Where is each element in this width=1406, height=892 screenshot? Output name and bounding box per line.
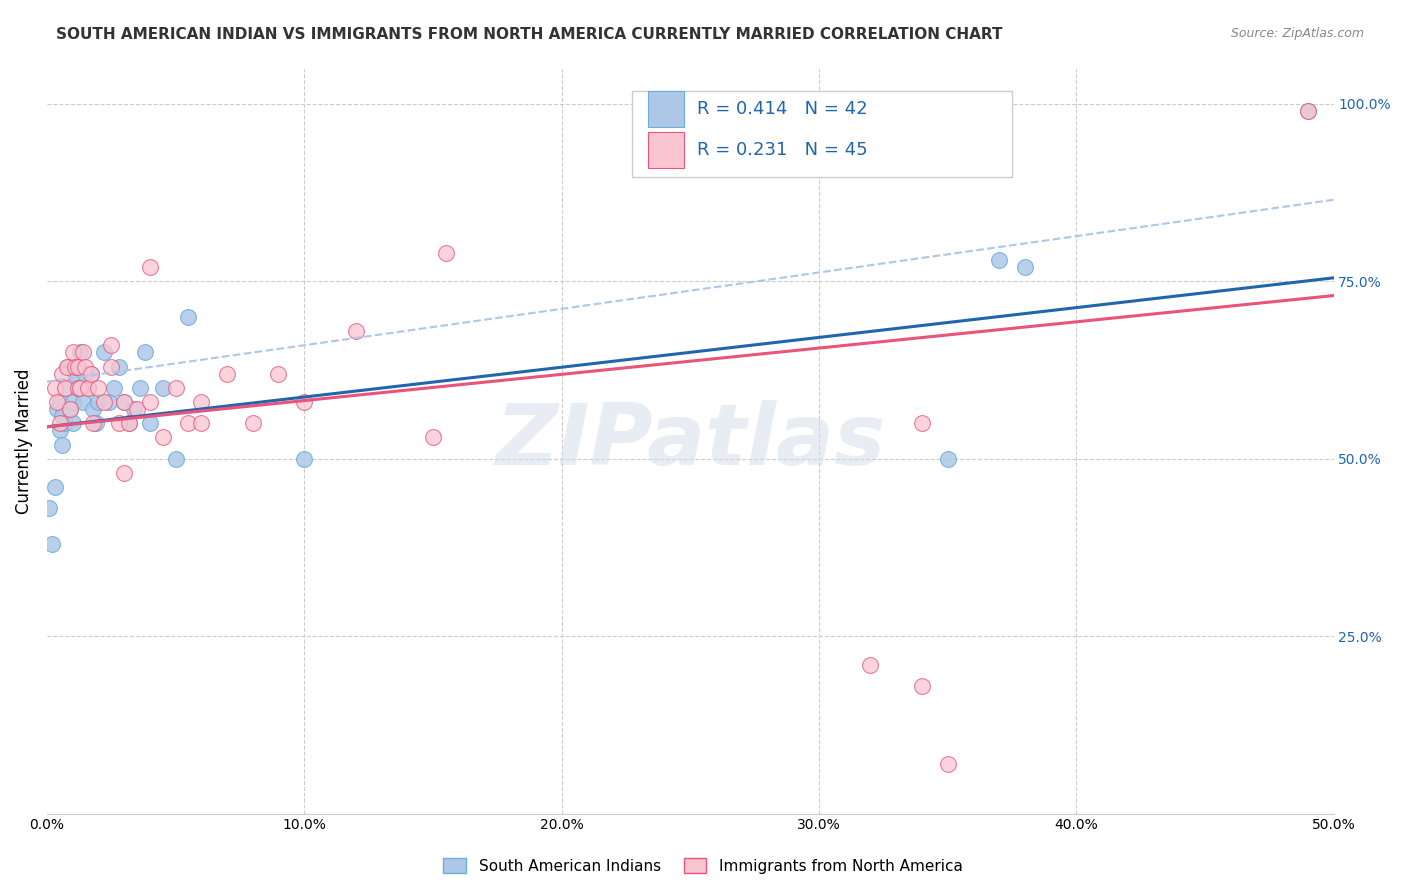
Point xyxy=(69,345,91,359)
Point xyxy=(38,501,60,516)
Point xyxy=(988,253,1011,268)
Legend: South American Indians, Immigrants from North America: South American Indians, Immigrants from … xyxy=(437,852,969,880)
Point xyxy=(51,409,73,424)
Point xyxy=(344,324,367,338)
Point xyxy=(53,417,76,431)
Point xyxy=(66,359,89,374)
Point xyxy=(215,367,238,381)
Point xyxy=(422,430,444,444)
Point xyxy=(53,381,76,395)
Point xyxy=(59,402,82,417)
Point xyxy=(112,466,135,480)
Point xyxy=(63,359,86,374)
Point xyxy=(66,381,89,395)
Point xyxy=(108,359,131,374)
Point xyxy=(139,417,162,431)
Text: R = 0.414   N = 42: R = 0.414 N = 42 xyxy=(696,100,868,118)
Point xyxy=(75,367,97,381)
Point xyxy=(49,417,72,431)
Point xyxy=(152,381,174,395)
Point xyxy=(118,417,141,431)
Point xyxy=(62,345,84,359)
Point xyxy=(267,367,290,381)
Point xyxy=(100,338,122,352)
Point xyxy=(69,381,91,395)
Point xyxy=(97,395,120,409)
Point xyxy=(77,381,100,395)
Point xyxy=(177,417,200,431)
Point xyxy=(62,417,84,431)
Point xyxy=(59,402,82,417)
Text: SOUTH AMERICAN INDIAN VS IMMIGRANTS FROM NORTH AMERICA CURRENTLY MARRIED CORRELA: SOUTH AMERICAN INDIAN VS IMMIGRANTS FROM… xyxy=(56,27,1002,42)
Point xyxy=(177,310,200,324)
Point xyxy=(44,480,66,494)
Point xyxy=(82,402,104,417)
Point xyxy=(46,395,69,409)
Point xyxy=(165,451,187,466)
Point xyxy=(292,395,315,409)
Point xyxy=(190,417,212,431)
Point xyxy=(93,395,115,409)
Point xyxy=(859,657,882,672)
Point xyxy=(118,417,141,431)
Point xyxy=(56,359,79,374)
Point xyxy=(134,345,156,359)
Point xyxy=(46,402,69,417)
Bar xyxy=(648,132,683,168)
Point xyxy=(82,417,104,431)
Point xyxy=(93,345,115,359)
Point xyxy=(87,395,110,409)
Point xyxy=(72,345,94,359)
Point xyxy=(1296,104,1319,119)
Text: R = 0.231   N = 45: R = 0.231 N = 45 xyxy=(696,141,868,159)
Text: ZIPatlas: ZIPatlas xyxy=(495,400,886,483)
Point xyxy=(125,402,148,417)
Point xyxy=(292,451,315,466)
Point xyxy=(75,359,97,374)
Point xyxy=(72,395,94,409)
Point xyxy=(936,756,959,771)
Point xyxy=(139,260,162,275)
Point xyxy=(84,417,107,431)
Point xyxy=(152,430,174,444)
Point xyxy=(100,359,122,374)
Point xyxy=(62,395,84,409)
Point xyxy=(911,417,934,431)
Point xyxy=(1296,104,1319,119)
Point xyxy=(66,381,89,395)
Point xyxy=(1014,260,1036,275)
Point xyxy=(49,423,72,437)
Point xyxy=(242,417,264,431)
Point xyxy=(51,367,73,381)
Point xyxy=(112,395,135,409)
Point xyxy=(112,395,135,409)
Point xyxy=(79,367,101,381)
Point xyxy=(124,402,146,417)
Point xyxy=(139,395,162,409)
Point xyxy=(911,679,934,693)
Point xyxy=(63,367,86,381)
Point xyxy=(87,381,110,395)
Point xyxy=(79,367,101,381)
Point xyxy=(936,451,959,466)
Point xyxy=(77,381,100,395)
Point xyxy=(434,246,457,260)
Y-axis label: Currently Married: Currently Married xyxy=(15,368,32,514)
Point xyxy=(53,381,76,395)
Point xyxy=(108,417,131,431)
Point xyxy=(56,359,79,374)
Point xyxy=(128,381,150,395)
Bar xyxy=(648,91,683,127)
FancyBboxPatch shape xyxy=(633,91,1012,177)
Point xyxy=(165,381,187,395)
Text: Source: ZipAtlas.com: Source: ZipAtlas.com xyxy=(1230,27,1364,40)
Point xyxy=(103,381,125,395)
Point xyxy=(190,395,212,409)
Point xyxy=(51,437,73,451)
Point xyxy=(44,381,66,395)
Point xyxy=(49,395,72,409)
Point xyxy=(41,537,63,551)
